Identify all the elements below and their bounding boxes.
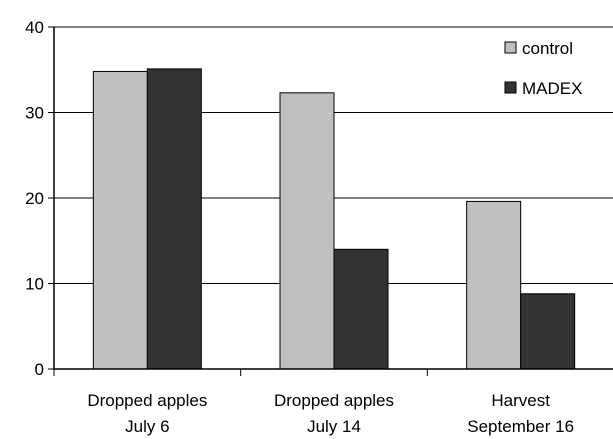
y-tick-label: 20 — [25, 189, 44, 208]
x-category-label: Dropped apples — [87, 391, 207, 410]
bar-madex-2 — [520, 293, 576, 370]
bar-madex-0 — [146, 68, 202, 370]
x-category-label: July 14 — [307, 417, 361, 436]
y-axis-ticks: 0 10 20 30 40 — [25, 18, 44, 379]
y-tick-label: 30 — [25, 104, 44, 123]
bar-control-2 — [466, 200, 522, 370]
x-axis-labels: Dropped apples July 6 Dropped apples July 1… — [87, 391, 574, 436]
bars — [92, 68, 576, 370]
x-category-label: Harvest — [491, 391, 550, 410]
legend-swatch-control — [504, 41, 517, 54]
x-category-label: Dropped apples — [274, 391, 394, 410]
bar-control-0 — [92, 70, 148, 370]
y-tick-label: 10 — [25, 275, 44, 294]
legend-label-control: control — [522, 39, 573, 58]
axes — [48, 26, 613, 376]
bar-madex-1 — [333, 248, 389, 370]
legend-swatch-madex — [504, 81, 517, 94]
legend-label-madex: MADEX — [522, 79, 582, 98]
x-category-label: July 6 — [125, 417, 169, 436]
y-tick-label: 0 — [35, 360, 44, 379]
legend: control MADEX — [504, 39, 582, 98]
y-tick-label: 40 — [25, 18, 44, 37]
x-category-label: September 16 — [467, 417, 574, 436]
bar-control-1 — [279, 92, 335, 370]
